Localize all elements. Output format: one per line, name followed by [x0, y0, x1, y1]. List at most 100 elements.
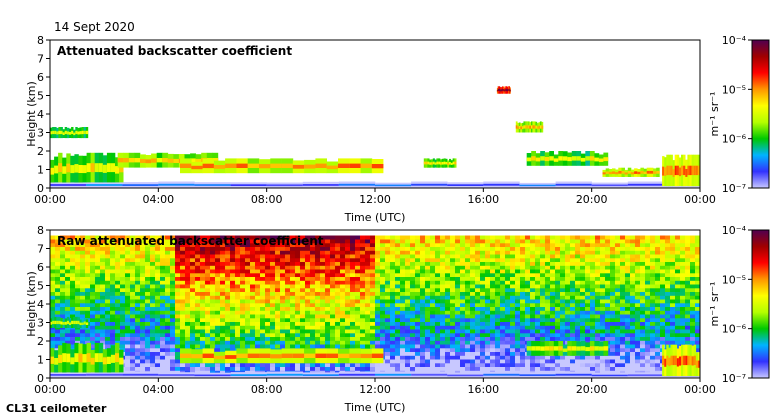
noise-cell — [165, 291, 171, 296]
noise-cell — [255, 318, 261, 322]
noise-cell — [230, 299, 236, 304]
noise-cell — [390, 363, 396, 367]
noise-cell — [340, 258, 346, 262]
noise-cell — [445, 295, 451, 300]
noise-cell — [615, 366, 621, 371]
noise-cell — [310, 243, 316, 247]
noise-cell — [320, 235, 326, 240]
noise-cell — [70, 273, 76, 277]
noise-cell — [435, 348, 441, 352]
noise-cell — [300, 235, 306, 240]
noise-cell — [465, 254, 471, 259]
noise-cell — [530, 363, 536, 367]
noise-cell — [295, 310, 301, 315]
noise-cell — [510, 276, 516, 281]
noise-cell — [175, 348, 181, 352]
noise-cell — [620, 359, 626, 364]
noise-cell — [425, 325, 431, 330]
noise-cell — [75, 333, 81, 337]
noise-cell — [220, 306, 226, 311]
noise-cell — [160, 273, 166, 277]
noise-cell — [360, 333, 366, 337]
noise-cell — [335, 303, 341, 307]
noise-cell — [570, 333, 576, 337]
noise-cell — [395, 366, 401, 371]
noise-cell — [120, 333, 126, 337]
noise-cell — [500, 340, 506, 345]
noise-cell — [405, 246, 411, 251]
noise-cell — [475, 314, 481, 319]
noise-cell — [520, 366, 526, 371]
noise-cell — [240, 329, 246, 334]
noise-cell — [245, 325, 251, 330]
noise-cell — [645, 355, 651, 360]
noise-cell — [230, 348, 236, 352]
noise-cell — [565, 314, 571, 319]
noise-cell — [405, 336, 411, 341]
noise-cell — [300, 363, 306, 367]
layer-cell — [79, 131, 82, 135]
noise-cell — [595, 363, 601, 367]
noise-cell — [210, 336, 216, 341]
noise-cell — [520, 340, 526, 345]
noise-cell — [55, 288, 61, 292]
noise-cell — [80, 284, 86, 289]
noise-cell — [135, 340, 141, 345]
noise-cell — [290, 273, 296, 277]
noise-cell — [240, 250, 246, 255]
noise-cell — [295, 243, 301, 247]
noise-cell — [540, 288, 546, 292]
noise-cell — [545, 265, 551, 270]
noise-cell — [560, 273, 566, 277]
layer-cell — [615, 172, 619, 175]
noise-cell — [190, 318, 196, 322]
layer-cell — [71, 130, 74, 135]
noise-cell — [370, 261, 376, 266]
noise-cell — [285, 299, 291, 304]
noise-cell — [630, 288, 636, 292]
noise-cell — [140, 261, 146, 266]
noise-cell — [610, 246, 616, 251]
noise-cell — [485, 261, 491, 266]
noise-cell — [145, 273, 151, 277]
noise-cell — [180, 306, 186, 311]
noise-cell — [250, 243, 256, 247]
noise-cell — [320, 318, 326, 322]
noise-cell — [130, 239, 136, 244]
noise-cell — [390, 284, 396, 289]
noise-cell — [560, 299, 566, 304]
noise-cell — [385, 291, 391, 296]
noise-cell — [240, 243, 246, 247]
noise-cell — [305, 273, 311, 277]
noise-cell — [590, 314, 596, 319]
noise-cell — [530, 366, 536, 371]
noise-cell — [55, 306, 61, 311]
noise-cell — [90, 333, 96, 337]
noise-cell — [315, 299, 321, 304]
noise-cell — [125, 295, 131, 300]
noise-cell — [295, 273, 301, 277]
layer-cell — [503, 89, 505, 92]
noise-cell — [265, 284, 271, 289]
noise-cell — [500, 363, 506, 367]
noise-cell — [485, 355, 491, 360]
noise-cell — [490, 299, 496, 304]
noise-cell — [480, 325, 486, 330]
noise-cell — [345, 273, 351, 277]
noise-cell — [155, 299, 161, 304]
noise-cell — [50, 284, 56, 289]
noise-cell — [180, 321, 186, 326]
noise-cell — [100, 284, 106, 289]
noise-cell — [345, 299, 351, 304]
noise-cell — [145, 258, 151, 262]
noise-cell — [125, 258, 131, 262]
noise-cell — [50, 310, 56, 315]
layer-cell — [689, 165, 692, 176]
noise-cell — [310, 318, 316, 322]
noise-cell — [55, 250, 61, 255]
noise-cell — [485, 359, 491, 364]
noise-cell — [620, 333, 626, 337]
noise-cell — [370, 280, 376, 285]
noise-cell — [310, 288, 316, 292]
noise-cell — [425, 299, 431, 304]
